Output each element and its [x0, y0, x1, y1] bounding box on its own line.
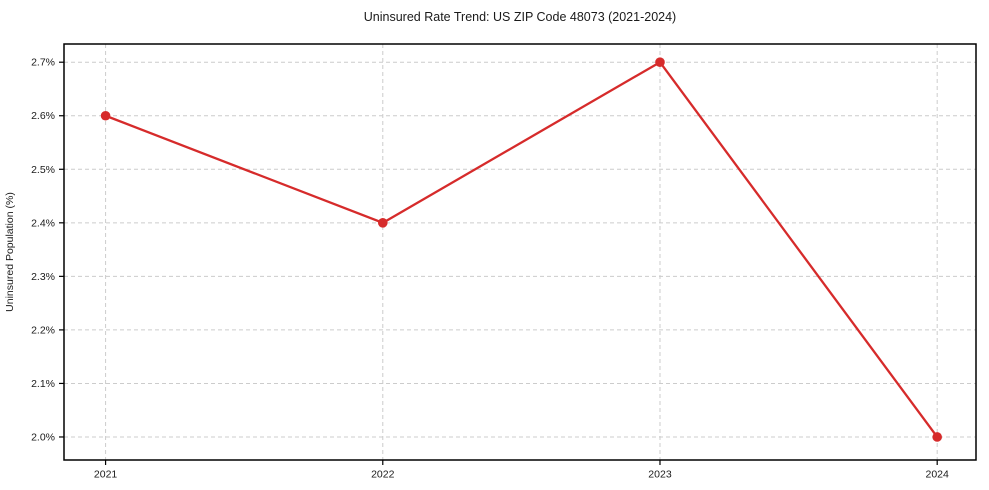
data-point-marker [100, 110, 111, 121]
x-tick-label: 2024 [926, 469, 950, 481]
y-tick-label: 2.1% [31, 378, 55, 390]
x-tick-label: 2023 [648, 469, 672, 481]
gridlines [64, 44, 976, 460]
data-point-marker [655, 57, 665, 68]
y-tick-label: 2.4% [31, 217, 55, 229]
y-tick-label: 2.6% [31, 110, 55, 122]
y-tick-label: 2.3% [31, 271, 55, 283]
axes-frame-and-ticks [59, 43, 977, 465]
x-tick-label: 2021 [94, 469, 118, 481]
chart-title: Uninsured Rate Trend: US ZIP Code 48073 … [364, 10, 676, 24]
y-tick-label: 2.0% [31, 431, 55, 443]
y-tick-label: 2.7% [31, 57, 55, 69]
tick-labels: 2.0% 2.1% 2.2% 2.3% 2.4% 2.5% 2.6% 2.7% 2021 2022… [31, 57, 949, 481]
data-point-marker [377, 218, 388, 228]
y-tick-label: 2.2% [31, 324, 55, 336]
y-tick-label: 2.5% [31, 164, 55, 176]
trend-line [104, 61, 939, 439]
y-axis-label: Uninsured Population (%) [4, 192, 16, 312]
data-series [100, 57, 942, 442]
plot-frame [63, 43, 977, 461]
x-tick-label: 2022 [371, 469, 395, 481]
data-point-marker [932, 432, 942, 442]
